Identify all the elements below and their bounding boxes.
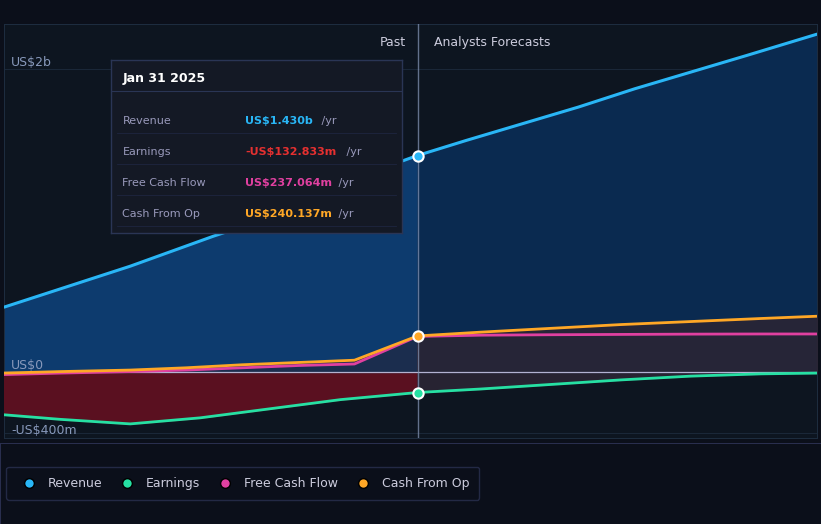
Text: US$1.430b: US$1.430b <box>245 116 313 126</box>
Text: US$240.137m: US$240.137m <box>245 209 332 219</box>
Text: /yr: /yr <box>335 209 353 219</box>
Text: US$0: US$0 <box>11 358 44 372</box>
Text: US$2b: US$2b <box>11 56 52 69</box>
Text: -US$400m: -US$400m <box>11 424 76 437</box>
Point <box>411 388 424 397</box>
Text: Past: Past <box>380 36 406 49</box>
Legend: Revenue, Earnings, Free Cash Flow, Cash From Op: Revenue, Earnings, Free Cash Flow, Cash … <box>7 467 479 500</box>
Point <box>411 151 424 160</box>
Text: Cash From Op: Cash From Op <box>122 209 200 219</box>
Text: /yr: /yr <box>319 116 337 126</box>
Text: Jan 31 2025: Jan 31 2025 <box>122 72 205 85</box>
Text: /yr: /yr <box>335 178 353 188</box>
Text: Revenue: Revenue <box>122 116 172 126</box>
Text: -US$132.833m: -US$132.833m <box>245 147 336 157</box>
Point <box>411 332 424 340</box>
Text: Free Cash Flow: Free Cash Flow <box>122 178 206 188</box>
Text: US$237.064m: US$237.064m <box>245 178 332 188</box>
Text: Analysts Forecasts: Analysts Forecasts <box>434 36 551 49</box>
Text: /yr: /yr <box>343 147 361 157</box>
Text: Earnings: Earnings <box>122 147 171 157</box>
